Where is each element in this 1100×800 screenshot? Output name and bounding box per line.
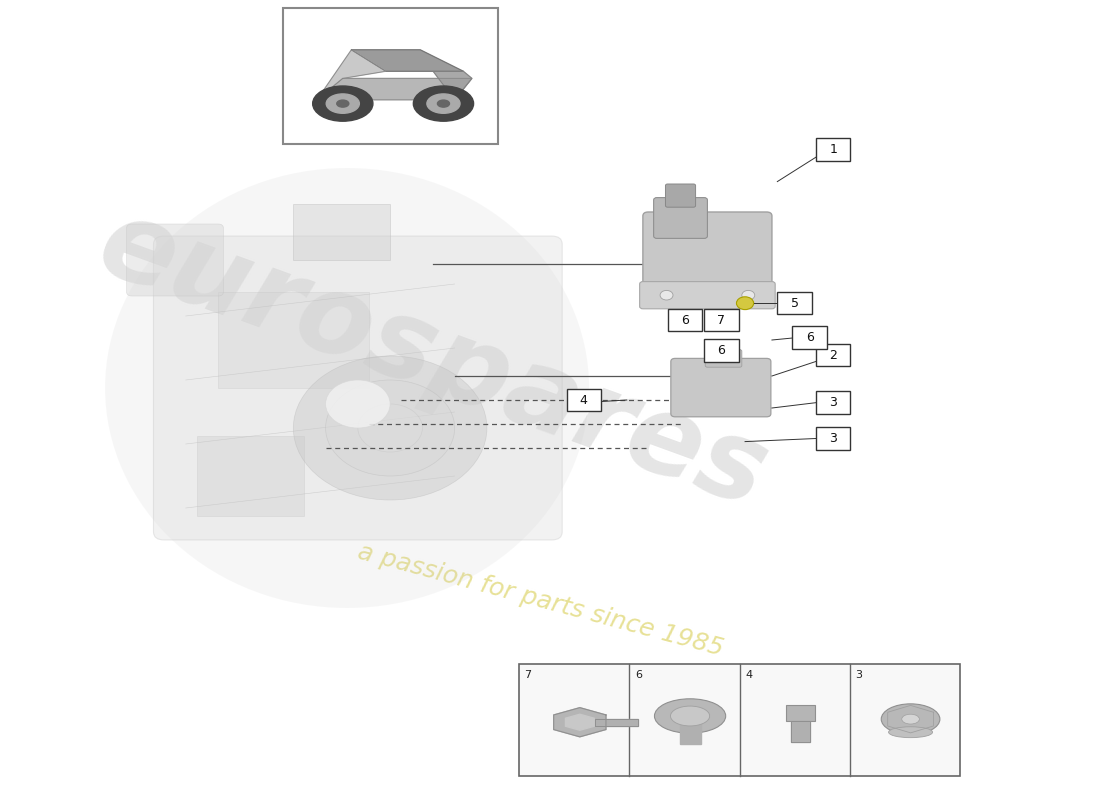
FancyBboxPatch shape [671, 358, 771, 417]
Circle shape [741, 290, 755, 300]
Bar [816, 344, 850, 366]
Bar [704, 339, 738, 362]
Ellipse shape [414, 86, 474, 122]
Text: 6: 6 [635, 670, 641, 680]
Bar [816, 427, 850, 450]
Bar [816, 391, 850, 414]
Ellipse shape [427, 94, 460, 114]
Text: 4: 4 [745, 670, 752, 680]
Text: 6: 6 [681, 314, 689, 326]
Polygon shape [553, 708, 606, 737]
Text: 5: 5 [791, 297, 799, 310]
Ellipse shape [902, 714, 920, 724]
Bar [704, 309, 738, 331]
Ellipse shape [337, 100, 349, 107]
Text: 3: 3 [829, 432, 837, 445]
Text: a passion for parts since 1985: a passion for parts since 1985 [355, 539, 726, 661]
Text: 7: 7 [717, 314, 725, 326]
FancyBboxPatch shape [653, 198, 707, 238]
FancyBboxPatch shape [642, 212, 772, 292]
Polygon shape [565, 714, 594, 730]
Polygon shape [351, 50, 463, 71]
Polygon shape [317, 78, 472, 100]
Text: 4: 4 [580, 394, 587, 406]
Bar [519, 664, 960, 776]
Polygon shape [680, 717, 701, 744]
Ellipse shape [671, 706, 710, 726]
FancyBboxPatch shape [639, 282, 775, 309]
Ellipse shape [889, 726, 933, 738]
Text: 6: 6 [805, 331, 814, 344]
Polygon shape [595, 718, 638, 726]
Ellipse shape [881, 704, 939, 734]
Ellipse shape [327, 94, 360, 114]
Bar [668, 309, 702, 331]
Text: 7: 7 [525, 670, 531, 680]
Circle shape [358, 404, 422, 452]
Polygon shape [791, 721, 810, 742]
Ellipse shape [106, 168, 590, 608]
Text: 2: 2 [829, 349, 837, 362]
Text: 3: 3 [829, 396, 837, 409]
Bar [778, 292, 812, 314]
Text: 1: 1 [829, 143, 837, 156]
Circle shape [294, 356, 487, 500]
Polygon shape [433, 71, 472, 100]
Bar [566, 389, 601, 411]
Bar [816, 138, 850, 161]
Text: 6: 6 [717, 344, 725, 357]
Text: 3: 3 [856, 670, 862, 680]
Circle shape [326, 380, 454, 476]
Bar [218, 292, 368, 388]
Ellipse shape [654, 698, 726, 734]
Bar [792, 326, 827, 349]
Circle shape [737, 297, 754, 310]
FancyBboxPatch shape [154, 236, 562, 540]
Ellipse shape [438, 100, 450, 107]
Circle shape [326, 380, 390, 428]
Bar [283, 8, 497, 144]
FancyBboxPatch shape [666, 184, 695, 207]
FancyBboxPatch shape [126, 224, 223, 296]
Polygon shape [317, 50, 386, 100]
Bar [294, 204, 390, 260]
Circle shape [660, 290, 673, 300]
FancyBboxPatch shape [705, 350, 741, 367]
Bar [197, 436, 304, 516]
Text: eurospares: eurospares [85, 190, 781, 530]
Ellipse shape [312, 86, 373, 122]
Bar [785, 705, 815, 721]
